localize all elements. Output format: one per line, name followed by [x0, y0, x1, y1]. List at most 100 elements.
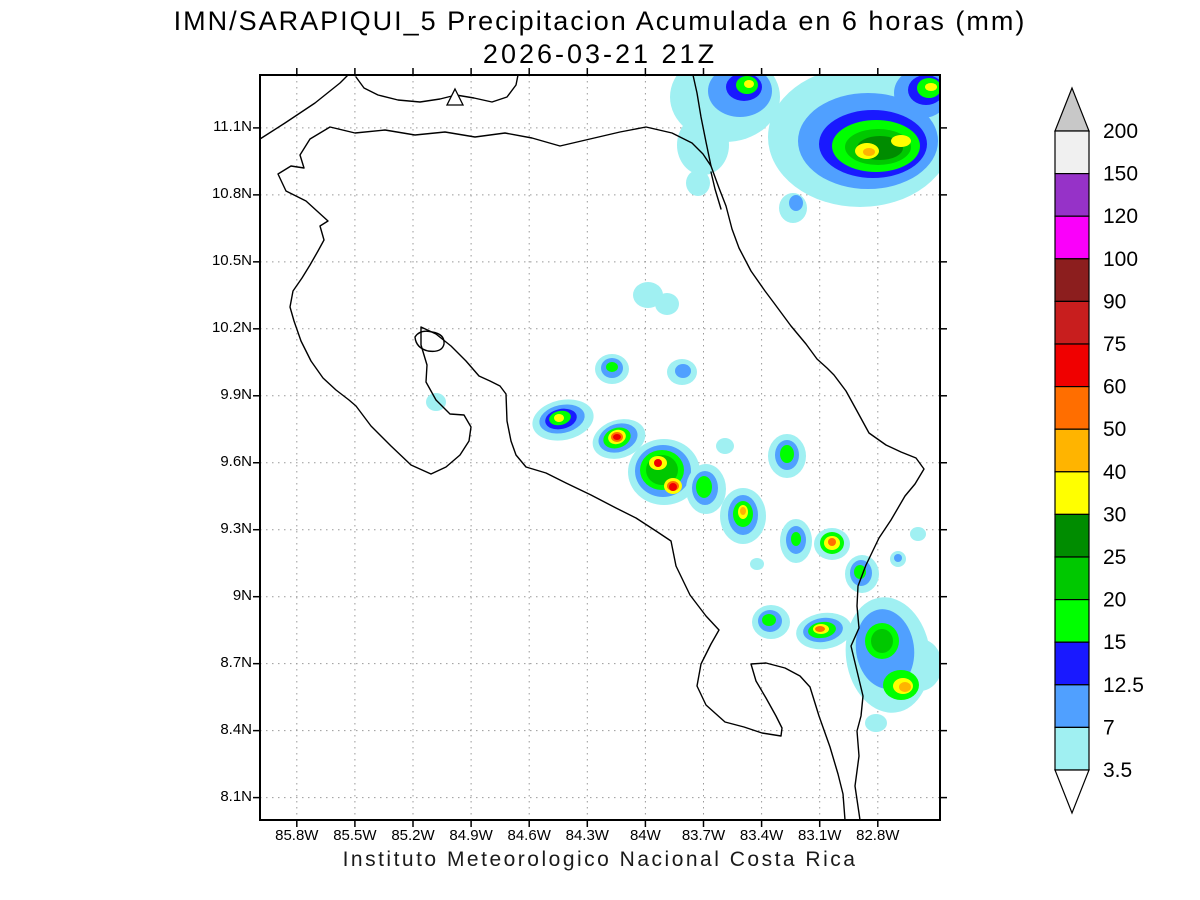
y-axis-label: 10.8N — [211, 184, 252, 202]
precip-cell — [744, 80, 754, 88]
colorbar-segment — [1054, 471, 1090, 515]
colorbar-label: 120 — [1103, 205, 1138, 228]
lake-nicaragua-shore — [355, 74, 519, 103]
x-axis-label: 82.8W — [856, 827, 900, 844]
y-axis-label: 8.4N — [220, 720, 252, 738]
precip-cell — [686, 170, 710, 196]
precip-cell — [865, 714, 887, 732]
precip-cell — [871, 629, 893, 653]
x-axis-label: 84W — [629, 827, 661, 844]
precip-cell — [716, 438, 734, 454]
colorbar-top-arrow — [1054, 86, 1090, 132]
precip-cell — [426, 393, 446, 411]
x-axis-label: 83.1W — [798, 827, 842, 844]
colorbar-segment — [1054, 428, 1090, 473]
precip-cell — [655, 293, 679, 315]
colorbar-label: 20 — [1103, 589, 1126, 612]
map-plot: 11.1N 10.8N 10.5N 10.2N 9.9N 9.6N 9.3N 9N 8.7N 8.… — [212, 68, 947, 844]
precip-cell — [554, 414, 564, 422]
precip-cell — [894, 554, 902, 562]
lake-island — [445, 87, 465, 106]
colorbar-segment — [1054, 172, 1090, 217]
x-axis-label: 83.4W — [739, 827, 784, 844]
precip-cell — [791, 532, 801, 546]
nicaragua-caribbean-coast — [692, 74, 712, 167]
coastline — [259, 74, 925, 821]
footer-caption: Instituto Meteorologico Nacional Costa R… — [342, 848, 858, 871]
colorbar-segment — [1054, 130, 1090, 175]
precip-cell — [677, 115, 729, 175]
colorbar-label: 25 — [1103, 546, 1126, 569]
x-axis-label: 85.2W — [391, 827, 435, 844]
y-axis-label: 9.3N — [220, 519, 252, 537]
y-axis-label: 10.5N — [211, 251, 252, 269]
y-axis-label: 9.6N — [220, 452, 252, 470]
isla-chira — [414, 330, 445, 353]
colorbar-label: 200 — [1103, 120, 1138, 143]
colorbar-label: 3.5 — [1103, 759, 1132, 782]
x-axis-label: 84.9W — [449, 827, 493, 844]
x-axis-label: 85.5W — [333, 827, 377, 844]
colorbar-legend: 200 150 120 100 90 75 60 50 40 30 25 20 15 12.5 7 3.5 — [1054, 86, 1144, 815]
y-axis-label: 11.1N — [213, 117, 252, 135]
precip-cell — [613, 434, 621, 440]
colorbar-segment — [1054, 641, 1090, 686]
colorbar-label: 30 — [1103, 503, 1126, 526]
colorbar-segment — [1054, 215, 1090, 260]
colorbar-segment — [1054, 684, 1090, 728]
plot-frame — [259, 74, 941, 821]
precip-cell — [762, 614, 776, 626]
y-axis-label: 9.9N — [220, 385, 252, 403]
precip-cell — [925, 83, 937, 91]
precip-cell — [606, 362, 618, 372]
x-axis-label: 83.7W — [681, 827, 726, 844]
nicaragua-pacific-coast — [259, 74, 349, 140]
colorbar-segment — [1054, 513, 1090, 558]
colorbar-segment — [1054, 598, 1090, 643]
x-axis-label: 84.6W — [507, 827, 551, 844]
colorbar-label: 7 — [1103, 716, 1115, 739]
colorbar-label: 75 — [1103, 333, 1126, 356]
colorbar-label: 90 — [1103, 290, 1126, 313]
title-block: IMN/SARAPIQUI_5 Precipitacion Acumulada … — [0, 6, 1200, 70]
colorbar-label: 15 — [1103, 631, 1126, 654]
precip-cell — [669, 483, 677, 491]
colorbar-segment — [1054, 300, 1090, 345]
y-axis-label: 8.7N — [220, 653, 252, 671]
colorbar-label: 40 — [1103, 461, 1126, 484]
precip-cell — [854, 565, 866, 579]
y-axis-label: 8.1N — [220, 787, 252, 805]
colorbar-segment — [1054, 258, 1090, 303]
axis-ticks — [253, 68, 947, 827]
colorbar-bottom-arrow — [1054, 769, 1090, 815]
y-axis-label: 10.2N — [211, 318, 252, 336]
precip-cell — [815, 626, 825, 632]
tortuguero-lagoon — [710, 171, 722, 210]
y-axis-label: 9N — [232, 586, 252, 604]
precip-cell — [828, 538, 836, 546]
colorbar-segment — [1054, 343, 1090, 388]
precip-cell — [780, 445, 794, 463]
map-canvas — [253, 68, 947, 827]
colorbar-label: 100 — [1103, 248, 1138, 271]
colorbar-segment — [1054, 726, 1090, 771]
precip-cell — [750, 558, 764, 570]
precip-cell — [899, 682, 911, 692]
precip-cell — [789, 195, 803, 211]
chart-valid-time: 2026-03-21 21Z — [482, 39, 718, 69]
chart-title: IMN/SARAPIQUI_5 Precipitacion Acumulada … — [173, 6, 1027, 36]
precip-cell — [654, 459, 662, 467]
precip-cell — [891, 135, 911, 147]
x-axis-label: 85.8W — [275, 827, 319, 844]
precip-cell — [740, 507, 746, 515]
colorbar-segment — [1054, 386, 1090, 430]
precip-cell — [696, 476, 712, 498]
colorbar-label: 12.5 — [1103, 674, 1144, 697]
colorbar-label: 150 — [1103, 163, 1138, 186]
precip-cell — [910, 527, 926, 541]
colorbar-segment — [1054, 556, 1090, 601]
costa-rica-outline — [277, 126, 925, 821]
precip-field — [426, 75, 940, 732]
colorbar-label: 60 — [1103, 376, 1126, 399]
